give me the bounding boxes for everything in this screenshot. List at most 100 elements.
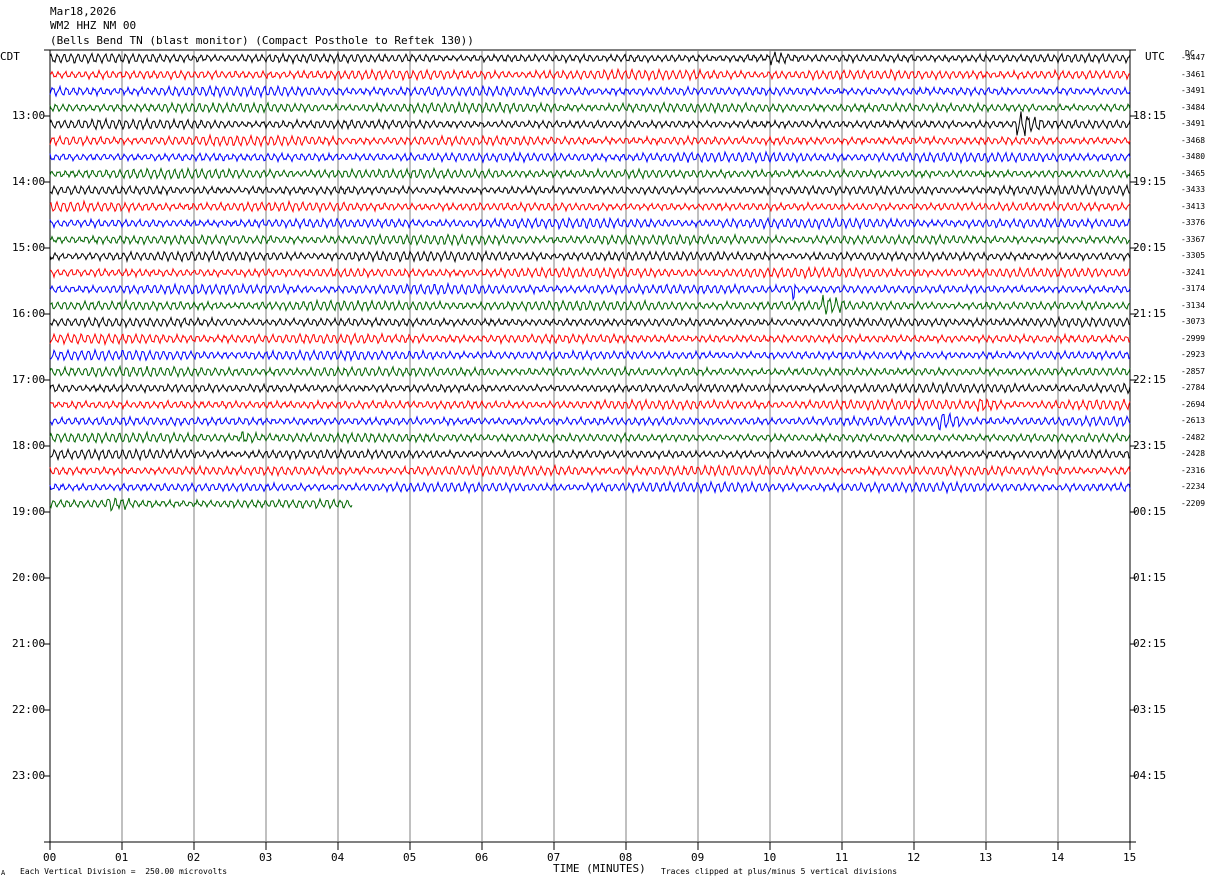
dc-offset-label: -2482 [1181,432,1206,442]
x-tick-label: 13 [979,851,993,864]
trace-row [49,348,1131,363]
dc-offset-label: -3480 [1181,152,1206,162]
right-hour-label: 22:15 [1133,373,1167,386]
dc-offset-label: -3491 [1181,86,1206,96]
trace-row [49,133,1131,148]
right-hour-label: 18:15 [1133,109,1167,122]
footer-scale: Each Vertical Division = 250.00 microvol… [20,867,228,876]
footer-clip: Traces clipped at plus/minus 5 vertical … [661,867,898,876]
x-tick-label: 07 [547,851,561,864]
dc-offset-label: -3465 [1181,168,1206,178]
header-date: Mar18,2026 [50,5,117,18]
plot-frame [49,49,1131,843]
dc-offset-label: -2234 [1181,482,1206,492]
x-tick-label: 06 [475,851,489,864]
dc-offset-label: -2857 [1181,366,1206,376]
dc-offset-label: -3305 [1181,251,1206,261]
trace-row [49,249,1131,264]
header-station: WM2 HHZ NM 00 [50,19,137,32]
trace-row [49,480,1131,495]
trace-row [49,216,1131,231]
trace-row [49,199,1131,214]
left-hour-label: 20:00 [12,571,46,584]
right-hour-label: 23:15 [1133,439,1167,452]
left-hour-label: 23:00 [12,769,46,782]
trace-row [49,67,1131,82]
dc-offset-label: -3073 [1181,317,1206,327]
left-hour-label: 17:00 [12,373,46,386]
right-hour-label: 03:15 [1133,703,1167,716]
trace-row [49,332,1131,347]
dc-offset-label: -3134 [1181,300,1206,310]
trace-row [49,281,1131,301]
x-tick-label: 04 [331,851,345,864]
dc-offset-label: -2923 [1181,350,1206,360]
trace-row [49,381,1131,395]
left-hour-label: 19:00 [12,505,46,518]
dc-offset-label: -3413 [1181,201,1206,211]
dc-offset-label: -3468 [1181,135,1206,145]
dc-offset-label: -2694 [1181,399,1206,409]
trace-row [49,294,1131,315]
trace-row [49,497,353,512]
trace-row [49,100,1131,115]
trace-row [49,411,1131,431]
footer-mark: A [1,869,6,877]
x-tick-label: 10 [763,851,777,864]
dc-title: DC [1185,49,1195,58]
trace-row [49,315,1131,329]
trace-row [49,232,1131,247]
trace-row [49,430,1131,445]
dc-offset-label: -3376 [1181,218,1206,228]
dc-offset-label: -3367 [1181,234,1206,244]
trace-row [49,265,1131,280]
trace-row [49,463,1131,478]
trace-row [49,183,1131,197]
left-hour-label: 18:00 [12,439,46,452]
right-hour-label: 01:15 [1133,571,1167,584]
x-tick-label: 12 [907,851,921,864]
right-hour-label: 02:15 [1133,637,1167,650]
trace-row [49,364,1131,379]
header-location: (Bells Bend TN (blast monitor) (Compact … [50,34,474,47]
x-tick-label: 02 [187,851,201,864]
right-hour-label: 04:15 [1133,769,1167,782]
dc-offset-label: -3433 [1181,185,1206,195]
trace-row [49,447,1131,462]
right-hour-label: 00:15 [1133,505,1167,518]
right-hour-label: 21:15 [1133,307,1167,320]
x-tick-label: 05 [403,851,417,864]
dc-offset-label: -2428 [1181,449,1206,459]
x-tick-label: 08 [619,851,633,864]
dc-offset-label: -3484 [1181,102,1206,112]
dc-offset-label: -2613 [1181,416,1206,426]
trace-row [49,84,1131,99]
left-hour-label: 13:00 [12,109,46,122]
x-tick-label: 14 [1051,851,1065,864]
dc-offset-label: -3174 [1181,284,1206,294]
x-tick-label: 11 [835,851,849,864]
left-hour-label: 15:00 [12,241,46,254]
dc-offset-label: -3447 [1181,53,1206,63]
left-hour-label: 21:00 [12,637,46,650]
trace-row [49,397,1131,412]
dc-offset-label: -3461 [1181,69,1206,79]
x-axis-label: TIME (MINUTES) [553,862,646,875]
x-tick-label: 09 [691,851,705,864]
trace-row [49,150,1131,165]
dc-offset-label: -3241 [1181,267,1206,277]
left-hour-label: 16:00 [12,307,46,320]
left-hour-label: 14:00 [12,175,46,188]
x-tick-label: 01 [115,851,129,864]
right-hour-label: 20:15 [1133,241,1167,254]
right-hour-label: 19:15 [1133,175,1167,188]
trace-row [49,111,1131,137]
x-tick-label: 15 [1123,851,1137,864]
dc-offset-label: -2209 [1181,498,1206,508]
x-tick-label: 03 [259,851,273,864]
left-axis-title: CDT [0,50,20,63]
dc-offset-label: -2784 [1181,383,1206,393]
x-tick-label: 00 [43,851,57,864]
trace-row [49,166,1131,181]
